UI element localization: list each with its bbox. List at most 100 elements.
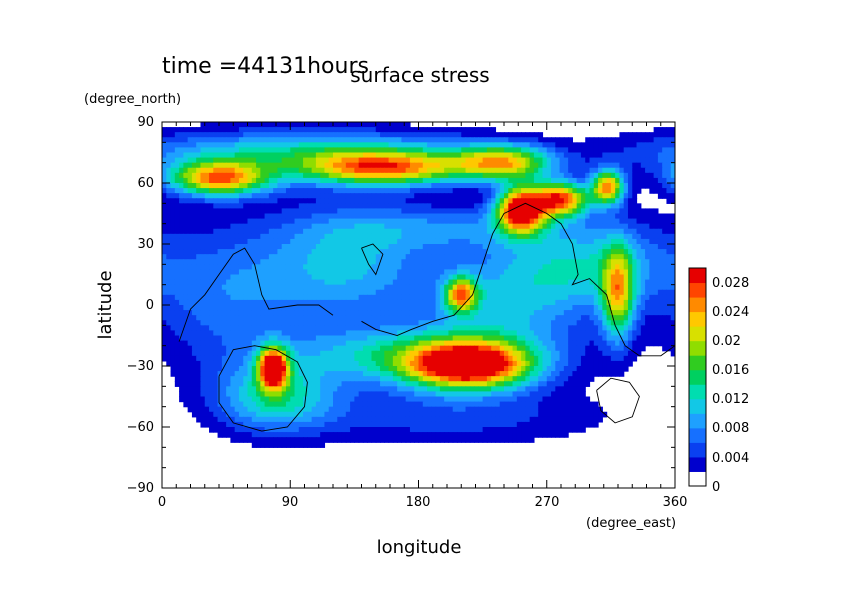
field-cell xyxy=(444,233,450,240)
field-cell xyxy=(448,198,454,204)
field-cell xyxy=(538,157,544,164)
field-cell xyxy=(576,305,582,311)
field-cell xyxy=(615,330,621,337)
field-cell xyxy=(196,167,202,174)
field-cell xyxy=(213,228,219,235)
field-cell xyxy=(657,320,663,326)
field-cell xyxy=(217,279,223,286)
field-cell xyxy=(298,279,304,286)
field-cell xyxy=(461,238,467,245)
field-cell xyxy=(491,152,497,159)
field-cell xyxy=(260,213,266,220)
field-cell xyxy=(542,325,548,332)
field-cell xyxy=(580,249,586,255)
field-cell xyxy=(533,289,539,296)
field-cell xyxy=(632,157,638,164)
field-cell xyxy=(495,249,501,255)
field-cell xyxy=(491,183,497,189)
field-cell xyxy=(204,310,210,316)
field-cell xyxy=(384,269,390,276)
field-cell xyxy=(469,228,475,235)
field-cell xyxy=(444,223,450,230)
field-cell xyxy=(649,218,655,225)
field-cell xyxy=(610,330,616,337)
field-cell xyxy=(298,223,304,230)
field-cell xyxy=(448,152,454,159)
field-cell xyxy=(311,142,317,149)
field-cell xyxy=(580,284,586,291)
field-cell xyxy=(392,233,398,240)
field-cell xyxy=(362,137,368,143)
field-cell xyxy=(217,294,223,301)
field-cell xyxy=(636,213,642,220)
field-cell xyxy=(341,279,347,286)
field-cell xyxy=(632,172,638,179)
field-cell xyxy=(350,208,355,215)
field-cell xyxy=(328,193,334,199)
field-cell xyxy=(298,335,304,342)
field-cell xyxy=(448,325,454,332)
field-cell xyxy=(623,249,629,255)
field-cell xyxy=(645,152,650,159)
field-cell xyxy=(354,315,360,321)
field-cell xyxy=(221,142,227,149)
field-cell xyxy=(281,269,287,276)
field-cell xyxy=(563,172,569,179)
field-cell xyxy=(367,254,373,260)
field-cell xyxy=(627,294,633,301)
field-cell xyxy=(657,269,663,276)
field-cell xyxy=(290,177,296,184)
field-cell xyxy=(598,137,603,143)
field-cell xyxy=(230,315,236,321)
field-cell xyxy=(273,264,279,271)
field-cell xyxy=(512,299,518,306)
field-cell xyxy=(580,299,586,306)
field-cell xyxy=(375,279,381,286)
field-cell xyxy=(307,122,313,128)
field-cell xyxy=(401,269,407,276)
field-cell xyxy=(439,167,445,174)
field-cell xyxy=(474,203,479,210)
field-cell xyxy=(431,188,437,194)
field-cell xyxy=(409,244,415,250)
field-cell xyxy=(333,335,338,342)
field-cell xyxy=(333,172,338,179)
field-cell xyxy=(589,238,595,245)
field-cell xyxy=(367,259,373,265)
field-cell xyxy=(559,299,565,306)
field-cell xyxy=(439,147,445,154)
field-cell xyxy=(482,325,488,332)
field-cell xyxy=(213,162,219,169)
field-cell xyxy=(401,249,407,255)
field-cell xyxy=(598,244,603,250)
field-cell xyxy=(162,249,167,255)
field-cell xyxy=(461,228,467,235)
field-cell xyxy=(546,223,552,230)
field-cell xyxy=(495,274,501,281)
field-cell xyxy=(435,213,441,220)
field-cell xyxy=(371,310,377,316)
field-cell xyxy=(435,254,441,260)
field-cell xyxy=(230,228,236,235)
field-cell xyxy=(170,183,176,189)
field-cell xyxy=(311,320,317,326)
field-cell xyxy=(576,188,582,194)
field-cell xyxy=(397,218,402,225)
field-cell xyxy=(499,244,505,250)
field-cell xyxy=(495,142,501,149)
field-cell xyxy=(187,188,193,194)
field-cell xyxy=(465,289,471,296)
field-cell xyxy=(256,183,261,189)
field-cell xyxy=(533,233,539,240)
field-cell xyxy=(307,284,313,291)
field-cell xyxy=(474,244,479,250)
field-cell xyxy=(598,238,603,245)
field-cell xyxy=(333,188,338,194)
field-cell xyxy=(337,254,343,260)
field-cell xyxy=(345,172,351,179)
field-cell xyxy=(375,167,381,174)
field-cell xyxy=(200,147,206,154)
field-cell xyxy=(422,142,428,149)
field-cell xyxy=(277,198,283,204)
field-cell xyxy=(529,233,535,240)
